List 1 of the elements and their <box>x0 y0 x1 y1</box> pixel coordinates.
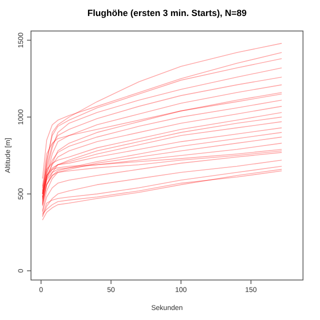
chart-title: Flughöhe (ersten 3 min. Starts), N=89 <box>87 8 247 18</box>
